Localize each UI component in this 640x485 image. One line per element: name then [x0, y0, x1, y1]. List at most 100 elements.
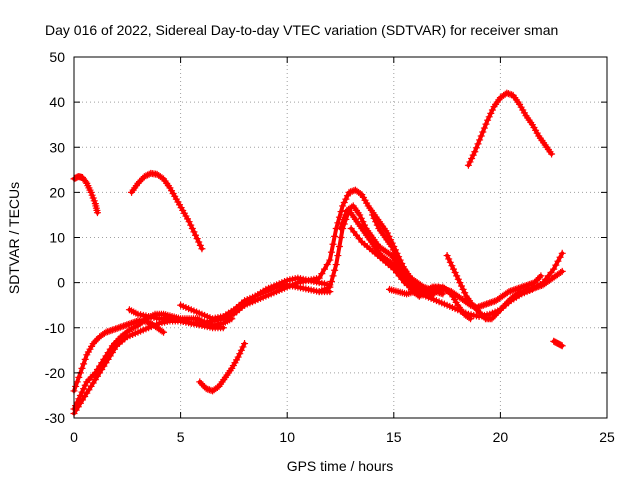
data-point — [475, 308, 483, 316]
y-tick-label: 0 — [57, 275, 65, 291]
y-tick-label: 20 — [49, 184, 65, 200]
data-point — [140, 173, 148, 181]
data-point — [370, 214, 378, 222]
data-point — [91, 338, 99, 346]
y-axis-label: SDTVAR / TECUs — [6, 182, 22, 294]
data-point — [342, 195, 350, 203]
data-series-arc-16 — [464, 89, 556, 169]
data-point — [479, 128, 487, 136]
data-point — [196, 378, 204, 386]
data-point — [373, 221, 381, 229]
data-point — [445, 255, 453, 263]
data-point — [535, 274, 543, 282]
data-point — [494, 308, 502, 316]
data-point — [241, 340, 249, 348]
data-point — [532, 277, 540, 285]
data-point — [213, 384, 221, 392]
data-point — [485, 113, 493, 121]
data-point — [444, 287, 452, 295]
data-point — [488, 315, 496, 323]
y-tick-label: -10 — [45, 320, 65, 336]
data-point — [499, 303, 507, 311]
data-series-arc-15 — [443, 252, 566, 323]
data-point — [476, 136, 484, 144]
data-point — [356, 211, 364, 219]
data-point — [459, 285, 467, 293]
data-point — [554, 257, 562, 265]
data-point — [451, 268, 459, 276]
data-point — [469, 301, 477, 309]
data-point — [443, 252, 451, 260]
data-point — [453, 272, 461, 280]
data-point — [457, 282, 465, 290]
data-point — [512, 291, 520, 299]
data-point — [558, 342, 566, 350]
data-point — [339, 202, 347, 210]
data-point — [193, 235, 201, 243]
data-point — [327, 277, 335, 285]
data-point — [439, 290, 447, 298]
y-tick-label: 30 — [49, 139, 65, 155]
data-point — [491, 311, 499, 319]
data-point — [558, 267, 566, 275]
data-point — [100, 329, 108, 337]
data-point — [356, 190, 364, 198]
data-point — [335, 213, 343, 221]
data-point — [144, 171, 152, 179]
data-point — [461, 289, 469, 297]
data-point — [337, 234, 345, 241]
data-point — [454, 275, 462, 283]
data-point — [489, 313, 497, 321]
data-point — [392, 253, 400, 261]
data-point — [219, 324, 227, 332]
series-trace — [72, 318, 226, 416]
data-point — [348, 203, 356, 211]
data-point — [134, 179, 142, 187]
axis-ticks — [73, 56, 608, 419]
data-point — [391, 249, 399, 257]
data-series-arc-14 — [386, 285, 445, 298]
data-point — [456, 279, 464, 287]
chart-title: Day 016 of 2022, Sidereal Day-to-day VTE… — [45, 22, 558, 38]
data-point — [192, 231, 200, 239]
data-point — [357, 214, 365, 222]
data-series-arc-1 — [70, 173, 101, 217]
data-point — [321, 265, 329, 273]
data-point — [464, 161, 472, 169]
data-point — [550, 265, 558, 273]
data-point — [487, 109, 495, 117]
data-point — [552, 261, 560, 269]
series-trace — [466, 91, 554, 168]
data-point — [72, 382, 80, 390]
data-point — [326, 283, 334, 291]
y-tick-label: 40 — [49, 94, 65, 110]
data-point — [142, 172, 150, 180]
data-point — [315, 274, 323, 282]
data-point — [237, 346, 245, 354]
data-point — [158, 327, 166, 335]
data-point — [81, 355, 89, 363]
data-point — [501, 301, 509, 309]
data-point — [437, 285, 445, 293]
data-point — [469, 151, 477, 159]
data-point — [445, 288, 453, 296]
data-point — [329, 272, 337, 280]
data-point — [198, 245, 206, 253]
data-point — [340, 199, 348, 207]
data-point — [497, 305, 505, 313]
data-point — [93, 209, 101, 217]
data-point — [75, 373, 83, 381]
data-point — [137, 176, 145, 184]
data-point — [331, 266, 339, 274]
data-point — [78, 388, 86, 396]
data-point — [477, 132, 485, 140]
data-point — [190, 228, 198, 236]
data-point — [326, 256, 334, 264]
y-tick-label: 50 — [49, 49, 65, 65]
data-point — [556, 253, 564, 261]
data-point — [537, 272, 545, 280]
data-point — [80, 385, 88, 393]
data-point — [337, 208, 345, 216]
data-point — [318, 270, 326, 278]
